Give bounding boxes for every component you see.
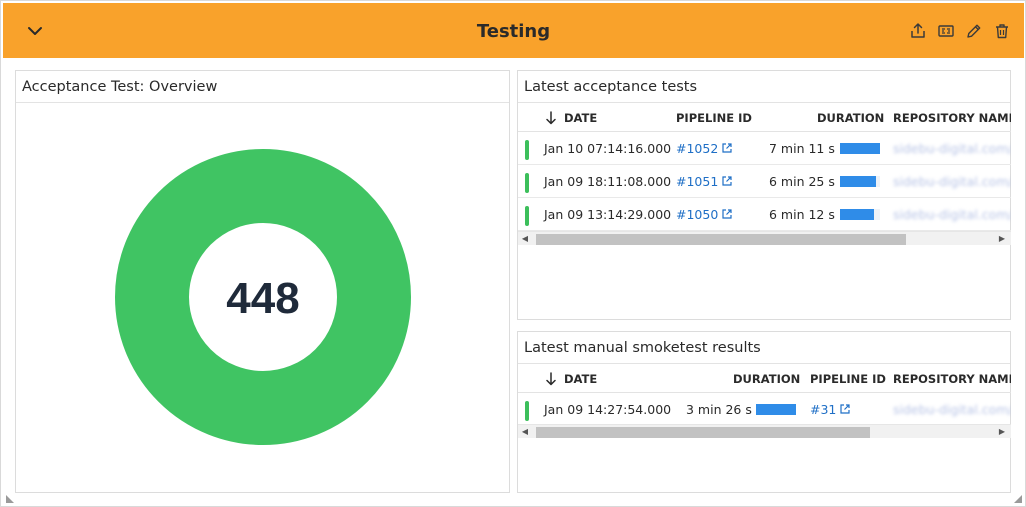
table-row[interactable]: Jan 09 18:11:08.000 #1051 6 min 25 s sid… [518,165,1011,198]
status-indicator [525,401,529,421]
smoketest-table: DATE DURATION PIPELINE ID REPOSITORY NAM… [518,365,1011,426]
duration-bar [840,209,875,220]
scrollbar-thumb[interactable] [536,234,906,245]
duration-bar [840,143,880,154]
external-link-icon[interactable] [839,403,851,415]
pipeline-id[interactable]: #1052 [676,141,719,156]
donut-ring[interactable] [115,149,411,445]
scroll-right-icon[interactable]: ▶ [998,234,1006,243]
row-duration: 7 min 11 s [769,141,835,156]
scroll-right-icon[interactable]: ▶ [998,427,1006,436]
horizontal-scrollbar[interactable]: ◀ ▶ [518,231,1011,245]
external-link-icon[interactable] [721,142,733,154]
acceptance-tests-panel: Latest acceptance tests DATE PIPELINE ID… [517,70,1011,320]
section-title: Testing [476,21,551,42]
column-header-duration[interactable]: DURATION [733,372,801,386]
pipeline-link[interactable]: #1052 [676,132,733,165]
section-header: Testing [3,3,1024,58]
json-icon[interactable] [937,22,955,40]
column-header-repository-name[interactable]: REPOSITORY NAME [893,111,1011,125]
column-header-duration[interactable]: DURATION [817,111,885,125]
duration-bar [840,176,876,187]
row-repository-name: sidebu-digital.com/... [893,207,1011,222]
row-date: Jan 10 07:14:16.000 [544,141,672,156]
acceptance-table: DATE PIPELINE ID DURATION REPOSITORY NAM… [518,104,1011,231]
smoketest-table-header: DATE DURATION PIPELINE ID REPOSITORY NAM… [518,365,1011,393]
overview-donut-chart: 448 [115,149,411,445]
edit-icon[interactable] [965,22,983,40]
pipeline-link[interactable]: #1050 [676,198,733,231]
duration-bar [756,404,796,415]
scrollbar-thumb[interactable] [536,427,870,438]
row-date: Jan 09 14:27:54.000 [544,402,672,417]
acceptance-title: Latest acceptance tests [518,71,1010,103]
external-link-icon[interactable] [721,208,733,220]
table-row[interactable]: Jan 09 14:27:54.000 3 min 26 s #31 sideb… [518,393,1011,426]
overview-panel: Acceptance Test: Overview 448 [15,70,510,493]
smoketest-panel: Latest manual smoketest results DATE DUR… [517,331,1011,493]
pipeline-link[interactable]: #1051 [676,165,733,198]
sort-arrow-down-icon[interactable] [545,372,557,386]
sort-arrow-down-icon[interactable] [545,111,557,125]
pipeline-id[interactable]: #31 [810,402,837,417]
column-header-repository-name[interactable]: REPOSITORY NAME [893,372,1011,386]
row-date: Jan 09 13:14:29.000 [544,207,672,222]
horizontal-scrollbar[interactable]: ◀ ▶ [518,424,1011,438]
status-indicator [525,173,529,193]
pipeline-id[interactable]: #1050 [676,207,719,222]
status-indicator [525,140,529,160]
column-header-pipeline-id[interactable]: PIPELINE ID [810,372,886,386]
overview-title: Acceptance Test: Overview [16,71,509,103]
smoketest-title: Latest manual smoketest results [518,332,1010,364]
donut-total-value: 448 [226,274,299,323]
column-header-pipeline-id[interactable]: PIPELINE ID [676,111,752,125]
external-link-icon[interactable] [721,175,733,187]
row-duration: 3 min 26 s [686,402,752,417]
acceptance-table-header: DATE PIPELINE ID DURATION REPOSITORY NAM… [518,104,1011,132]
pipeline-id[interactable]: #1051 [676,174,719,189]
column-header-date[interactable]: DATE [564,372,598,386]
status-indicator [525,206,529,226]
row-repository-name: sidebu-digital.com/... [893,141,1011,156]
row-repository-name: sidebu-digital.com/... [893,174,1011,189]
row-repository-name: sidebu-digital.com/... [893,402,1011,417]
column-header-date[interactable]: DATE [564,111,598,125]
delete-icon[interactable] [993,22,1011,40]
share-icon[interactable] [909,22,927,40]
scroll-left-icon[interactable]: ◀ [521,234,529,243]
row-duration: 6 min 12 s [769,207,835,222]
resize-handle-icon[interactable] [5,494,15,504]
pipeline-link[interactable]: #31 [810,393,851,426]
resize-handle-icon[interactable] [1013,494,1023,504]
scroll-left-icon[interactable]: ◀ [521,427,529,436]
table-row[interactable]: Jan 09 13:14:29.000 #1050 6 min 12 s sid… [518,198,1011,231]
chevron-down-icon[interactable] [25,21,45,41]
row-date: Jan 09 18:11:08.000 [544,174,672,189]
row-duration: 6 min 25 s [769,174,835,189]
table-row[interactable]: Jan 10 07:14:16.000 #1052 7 min 11 s sid… [518,132,1011,165]
